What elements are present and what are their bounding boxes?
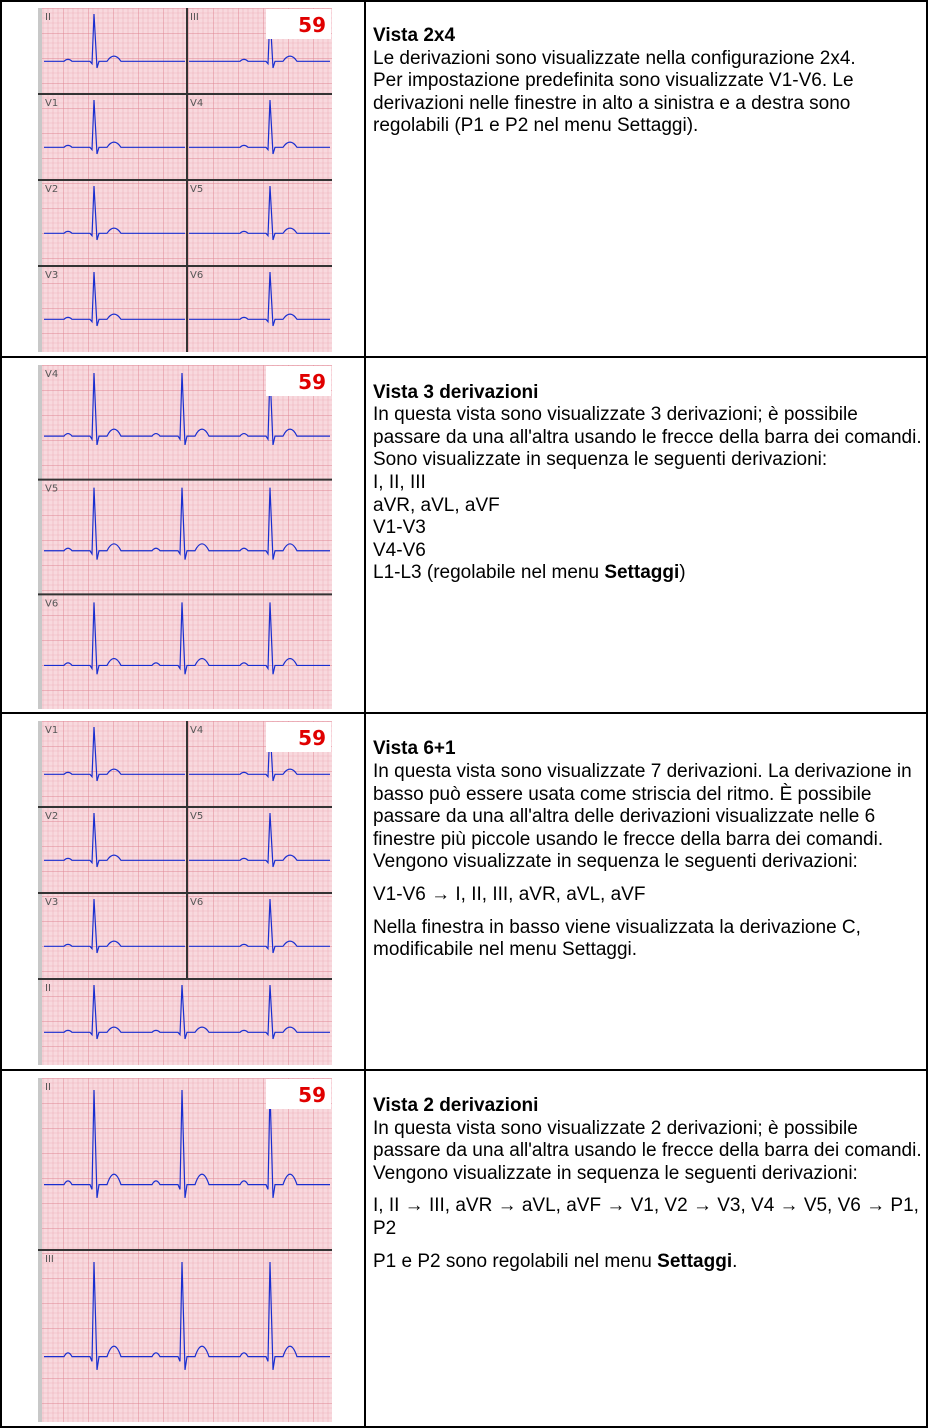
lead-label: V1 bbox=[45, 98, 58, 109]
lead-label: V3 bbox=[45, 270, 58, 281]
text-line: V1-V3 bbox=[373, 517, 925, 540]
lead-label: II bbox=[45, 983, 51, 994]
ecg-screenshot: V1 V4 V2 V5 V3 V6 II 59 bbox=[38, 721, 332, 1065]
lead-label: V4 bbox=[45, 369, 58, 380]
lead-label: V2 bbox=[45, 811, 58, 822]
text-line: I, II → III, aVR → aVL, aVF → V1, V2 → V… bbox=[373, 1195, 925, 1240]
table-border bbox=[0, 0, 2, 1428]
lead-label: V6 bbox=[45, 598, 58, 609]
text-line: V4-V6 bbox=[373, 540, 925, 563]
paragraph: P1 e P2 sono regolabili nel menu Settagg… bbox=[373, 1251, 925, 1274]
lead-label: V6 bbox=[190, 897, 203, 908]
text: ) bbox=[679, 562, 685, 583]
lead-label: II bbox=[45, 1082, 51, 1093]
text: P1 e P2 sono regolabili nel menu bbox=[373, 1251, 657, 1272]
lead-label: V2 bbox=[45, 184, 58, 195]
lead-label: II bbox=[45, 12, 51, 23]
text-line: L1-L3 (regolabile nel menu Settaggi) bbox=[373, 562, 925, 585]
lead-label: III bbox=[190, 12, 199, 23]
bold-text: Settaggi bbox=[604, 562, 679, 583]
section-title: Vista 2x4 bbox=[373, 25, 925, 48]
text: L1-L3 (regolabile nel menu bbox=[373, 562, 604, 583]
column-border bbox=[364, 0, 366, 1428]
ecg-screenshot: V4 V5 V6 59 bbox=[38, 365, 332, 709]
text-line: Per impostazione predefinita sono visual… bbox=[373, 70, 925, 138]
bold-text: Settaggi bbox=[657, 1251, 732, 1272]
text-line: V1-V6 → I, II, III, aVR, aVL, aVF bbox=[373, 884, 925, 907]
lead-label: V5 bbox=[45, 483, 58, 494]
lead-label: III bbox=[45, 1254, 54, 1265]
paragraph: V1-V6 → I, II, III, aVR, aVL, aVF bbox=[373, 884, 925, 907]
document: IIIIIV1V4V2V5V3V659Vista 2x4Le derivazio… bbox=[0, 0, 928, 1428]
text-line: Nella finestra in basso viene visualizza… bbox=[373, 917, 925, 962]
heart-rate: 59 bbox=[298, 370, 326, 394]
text-line: In questa vista sono visualizzate 2 deri… bbox=[373, 1118, 925, 1186]
row-border bbox=[0, 1069, 928, 1071]
text: . bbox=[732, 1251, 737, 1272]
lead-label: V5 bbox=[190, 811, 203, 822]
row-border bbox=[0, 356, 928, 358]
text-line: In questa vista sono visualizzate 3 deri… bbox=[373, 404, 925, 472]
table-border bbox=[0, 0, 928, 2]
heart-rate: 59 bbox=[298, 13, 326, 37]
lead-label: V1 bbox=[45, 725, 58, 736]
lead-label: V3 bbox=[45, 897, 58, 908]
paragraph: I, II → III, aVR → aVL, aVF → V1, V2 → V… bbox=[373, 1195, 925, 1240]
paragraph: Nella finestra in basso viene visualizza… bbox=[373, 917, 925, 962]
left-band bbox=[38, 365, 42, 709]
text-line: I, II, III bbox=[373, 472, 925, 495]
section-title: Vista 2 derivazioni bbox=[373, 1095, 925, 1118]
text-line: In questa vista sono visualizzate 7 deri… bbox=[373, 761, 925, 874]
text-line: Le derivazioni sono visualizzate nella c… bbox=[373, 48, 925, 71]
text-line: aVR, aVL, aVF bbox=[373, 495, 925, 518]
lead-label: V6 bbox=[190, 270, 203, 281]
lead-label: V5 bbox=[190, 184, 203, 195]
lead-label: V4 bbox=[190, 725, 203, 736]
lead-label: V4 bbox=[190, 98, 203, 109]
grid bbox=[38, 365, 332, 709]
section-title: Vista 6+1 bbox=[373, 738, 925, 761]
text-line: P1 e P2 sono regolabili nel menu Settagg… bbox=[373, 1251, 925, 1274]
section-title: Vista 3 derivazioni bbox=[373, 382, 925, 405]
heart-rate: 59 bbox=[298, 726, 326, 750]
row-border bbox=[0, 712, 928, 714]
heart-rate: 59 bbox=[298, 1083, 326, 1107]
